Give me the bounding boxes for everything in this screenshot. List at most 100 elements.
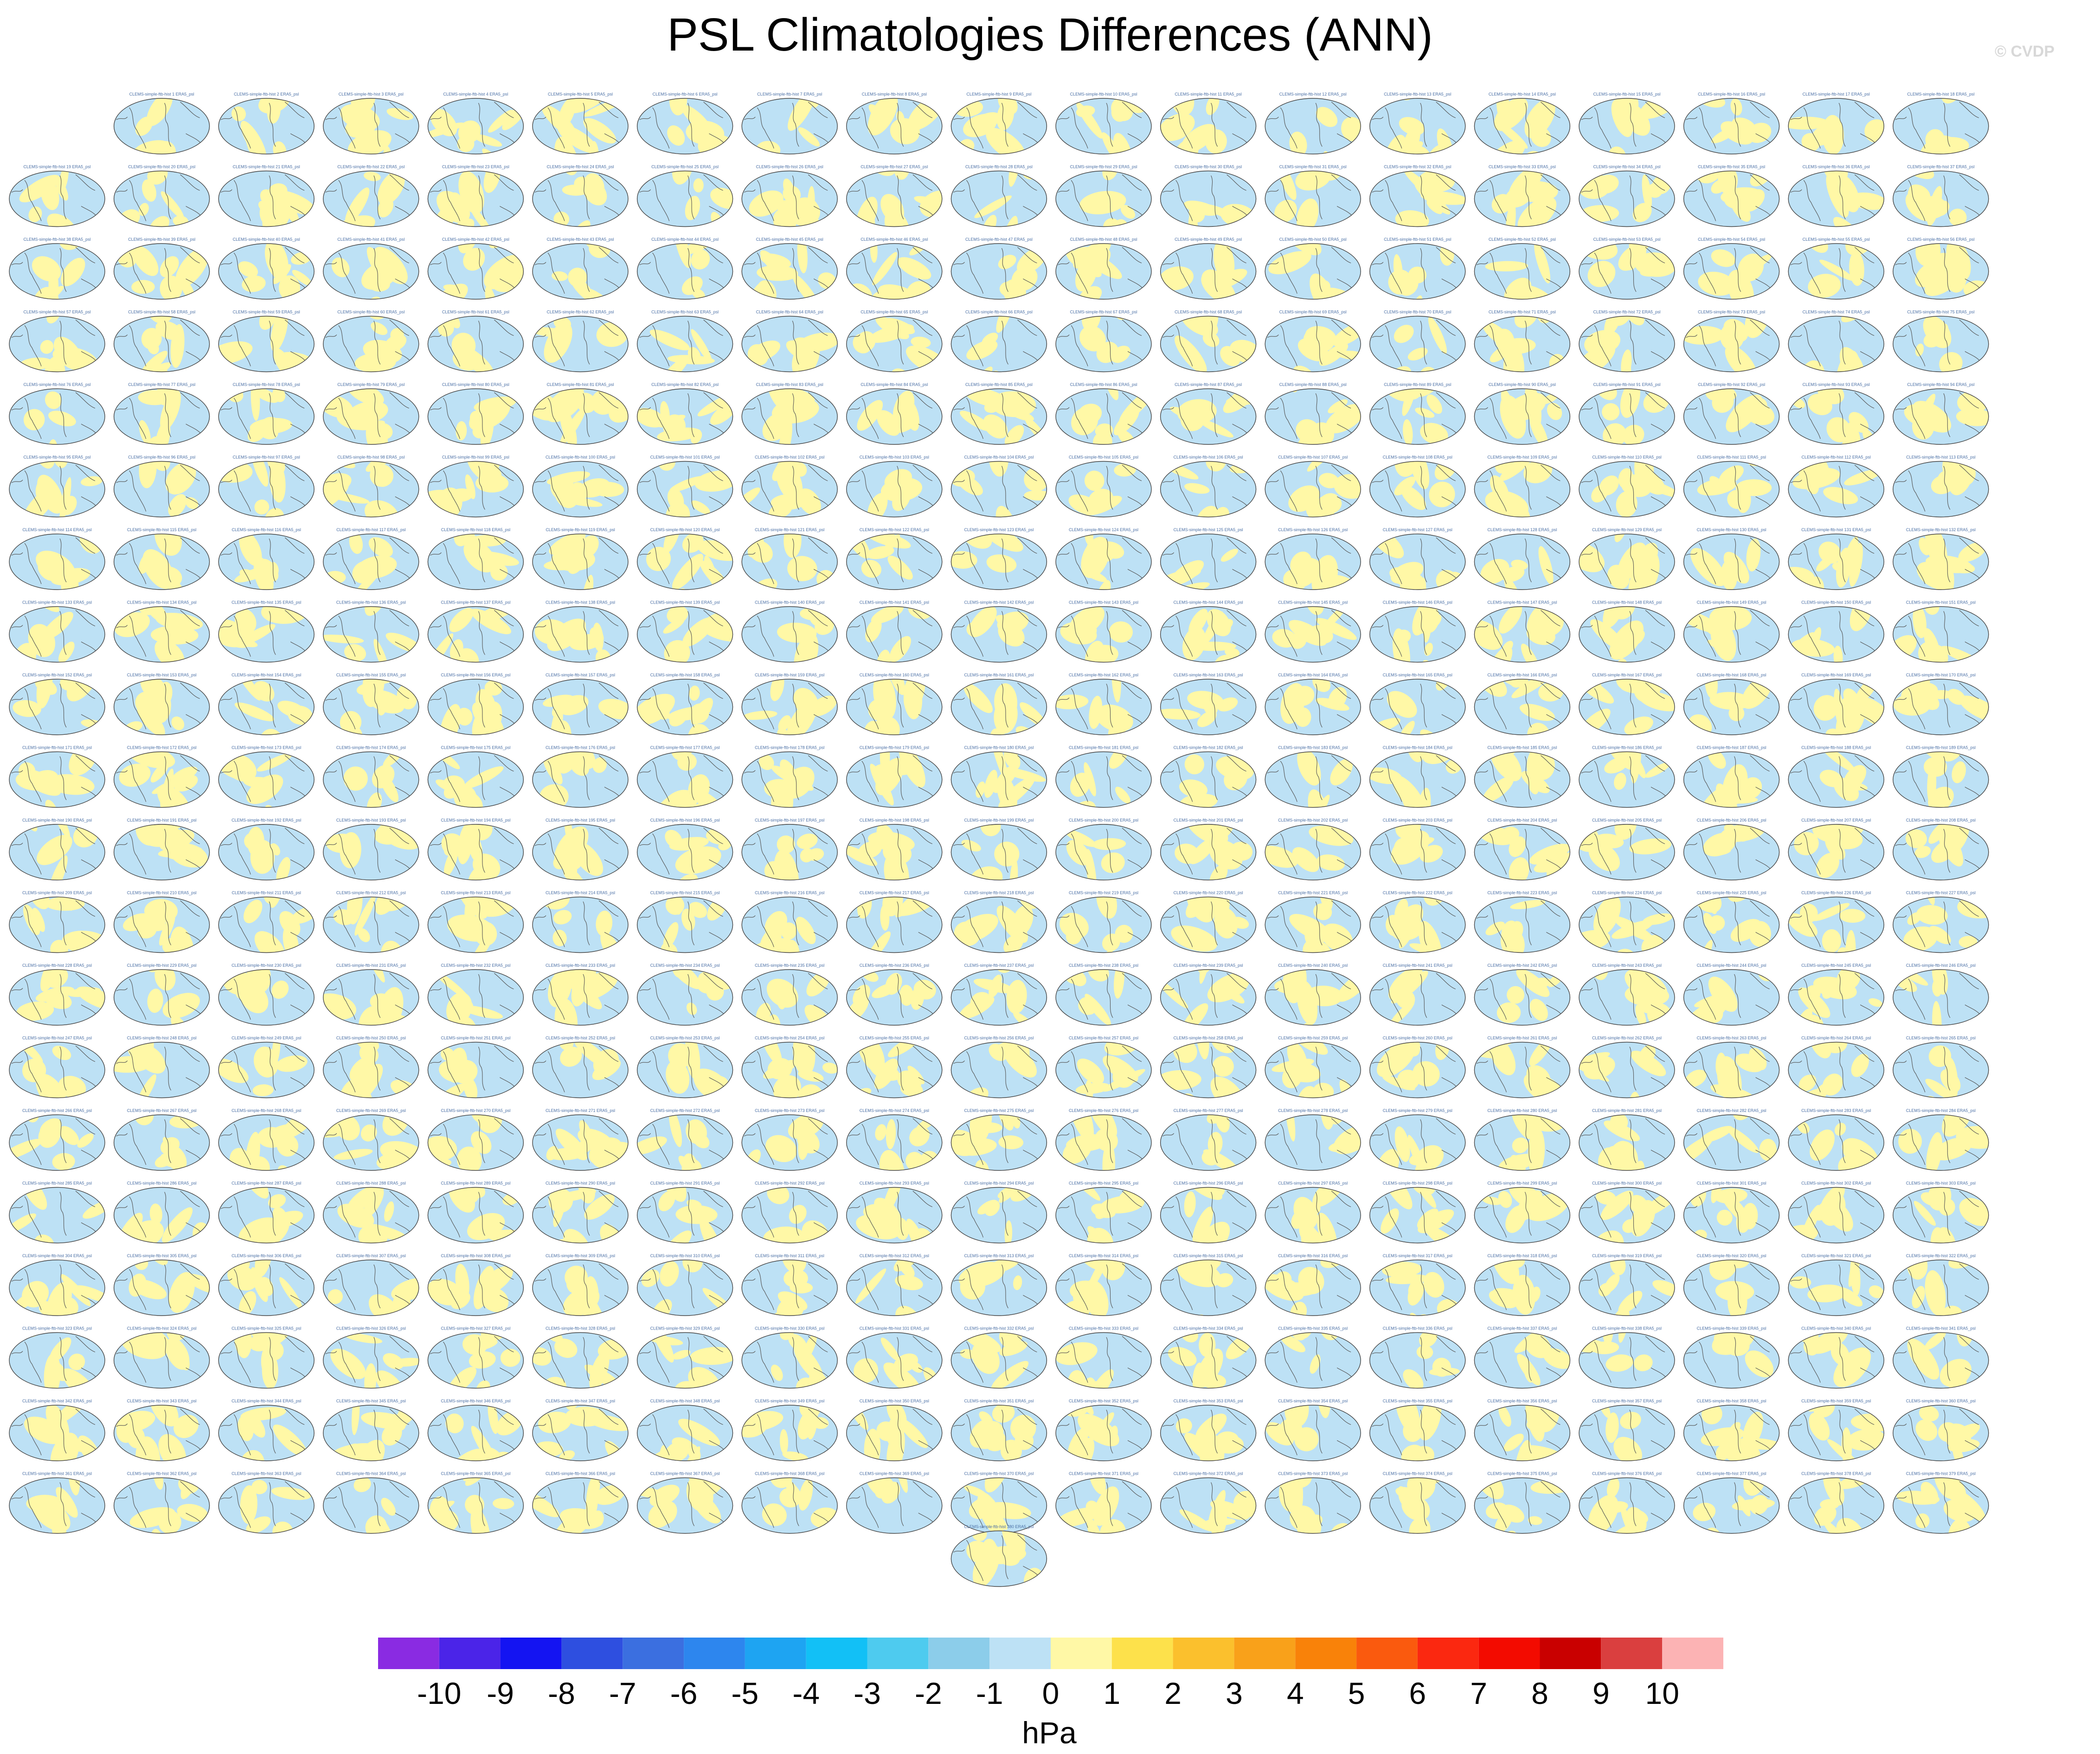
panel-caption: CLEMS-simple-ftb-hist 86 ERA5_psl [1070, 382, 1137, 387]
panel-caption: CLEMS-simple-ftb-hist 14 ERA5_psl [1489, 92, 1556, 96]
panel-caption: CLEMS-simple-ftb-hist 56 ERA5_psl [1907, 237, 1974, 242]
panel-caption: CLEMS-simple-ftb-hist 355 ERA5_psl [1383, 1399, 1452, 1403]
panel-caption: CLEMS-simple-ftb-hist 26 ERA5_psl [756, 165, 823, 169]
map-panel: CLEMS-simple-ftb-hist 314 ERA5_psl [1055, 1253, 1152, 1316]
panel-caption: CLEMS-simple-ftb-hist 327 ERA5_psl [441, 1326, 510, 1331]
map-panel: CLEMS-simple-ftb-hist 114 ERA5_psl [9, 527, 105, 590]
map-panel: CLEMS-simple-ftb-hist 285 ERA5_psl [9, 1181, 105, 1244]
panel-caption: CLEMS-simple-ftb-hist 281 ERA5_psl [1592, 1108, 1662, 1113]
panel-caption: CLEMS-simple-ftb-hist 219 ERA5_psl [1069, 891, 1138, 895]
panel-caption: CLEMS-simple-ftb-hist 264 ERA5_psl [1801, 1036, 1871, 1041]
panel-caption: CLEMS-simple-ftb-hist 266 ERA5_psl [22, 1108, 92, 1113]
panel-caption: CLEMS-simple-ftb-hist 76 ERA5_psl [23, 382, 90, 387]
map-panel: CLEMS-simple-ftb-hist 247 ERA5_psl [9, 1036, 105, 1099]
panel-caption: CLEMS-simple-ftb-hist 358 ERA5_psl [1697, 1399, 1766, 1403]
panel-caption: CLEMS-simple-ftb-hist 154 ERA5_psl [231, 673, 301, 677]
panel-caption: CLEMS-simple-ftb-hist 52 ERA5_psl [1489, 237, 1556, 242]
map-panel: CLEMS-simple-ftb-hist 295 ERA5_psl [1055, 1181, 1152, 1244]
map-panel: CLEMS-simple-ftb-hist 290 ERA5_psl [532, 1181, 629, 1244]
map-panel: CLEMS-simple-ftb-hist 317 ERA5_psl [1369, 1253, 1466, 1316]
panel-caption: CLEMS-simple-ftb-hist 372 ERA5_psl [1174, 1471, 1243, 1476]
map-panel: CLEMS-simple-ftb-hist 313 ERA5_psl [950, 1253, 1047, 1316]
panel-caption: CLEMS-simple-ftb-hist 374 ERA5_psl [1383, 1471, 1452, 1476]
panel-caption: CLEMS-simple-ftb-hist 55 ERA5_psl [1803, 237, 1870, 242]
map-panel: CLEMS-simple-ftb-hist 238 ERA5_psl [1055, 963, 1152, 1026]
map-panel: CLEMS-simple-ftb-hist 34 ERA5_psl [1579, 165, 1675, 227]
panel-caption: CLEMS-simple-ftb-hist 301 ERA5_psl [1697, 1181, 1766, 1186]
map-panel: CLEMS-simple-ftb-hist 296 ERA5_psl [1160, 1181, 1257, 1244]
panel-caption: CLEMS-simple-ftb-hist 287 ERA5_psl [231, 1181, 301, 1186]
map-panel: CLEMS-simple-ftb-hist 325 ERA5_psl [218, 1326, 315, 1389]
map-panel: CLEMS-simple-ftb-hist 161 ERA5_psl [950, 673, 1047, 735]
panel-caption: CLEMS-simple-ftb-hist 182 ERA5_psl [1174, 745, 1243, 750]
map-panel: CLEMS-simple-ftb-hist 353 ERA5_psl [1160, 1399, 1257, 1461]
colorbar-tick-label: -2 [915, 1676, 942, 1710]
panel-caption: CLEMS-simple-ftb-hist 133 ERA5_psl [22, 600, 92, 605]
colorbar-box [623, 1638, 684, 1669]
map-panel: CLEMS-simple-ftb-hist 350 ERA5_psl [846, 1399, 943, 1461]
map-panel: CLEMS-simple-ftb-hist 68 ERA5_psl [1160, 310, 1257, 373]
panel-caption: CLEMS-simple-ftb-hist 25 ERA5_psl [651, 165, 719, 169]
map-panel: CLEMS-simple-ftb-hist 319 ERA5_psl [1579, 1253, 1675, 1316]
panel-caption: CLEMS-simple-ftb-hist 286 ERA5_psl [127, 1181, 197, 1186]
colorbar-box [745, 1638, 806, 1669]
map-panel: CLEMS-simple-ftb-hist 65 ERA5_psl [846, 310, 943, 373]
panel-caption: CLEMS-simple-ftb-hist 103 ERA5_psl [860, 455, 929, 460]
map-panel: CLEMS-simple-ftb-hist 365 ERA5_psl [427, 1471, 524, 1534]
map-panel: CLEMS-simple-ftb-hist 352 ERA5_psl [1055, 1399, 1152, 1461]
panel-caption: CLEMS-simple-ftb-hist 367 ERA5_psl [650, 1471, 720, 1476]
panel-caption: CLEMS-simple-ftb-hist 363 ERA5_psl [231, 1471, 301, 1476]
colorbar-box [684, 1638, 745, 1669]
panel-caption: CLEMS-simple-ftb-hist 100 ERA5_psl [546, 455, 615, 460]
panel-caption: CLEMS-simple-ftb-hist 192 ERA5_psl [231, 818, 301, 822]
colorbar-tick-label: -6 [670, 1676, 698, 1710]
map-panel: CLEMS-simple-ftb-hist 304 ERA5_psl [9, 1253, 105, 1316]
map-panel: CLEMS-simple-ftb-hist 305 ERA5_psl [113, 1253, 210, 1316]
panel-caption: CLEMS-simple-ftb-hist 263 ERA5_psl [1697, 1036, 1766, 1041]
panel-caption: CLEMS-simple-ftb-hist 371 ERA5_psl [1069, 1471, 1138, 1476]
panel-caption: CLEMS-simple-ftb-hist 299 ERA5_psl [1487, 1181, 1557, 1186]
map-panel: CLEMS-simple-ftb-hist 355 ERA5_psl [1369, 1399, 1466, 1461]
panel-caption: CLEMS-simple-ftb-hist 296 ERA5_psl [1174, 1181, 1243, 1186]
panel-caption: CLEMS-simple-ftb-hist 198 ERA5_psl [860, 818, 929, 822]
panel-caption: CLEMS-simple-ftb-hist 158 ERA5_psl [650, 673, 720, 677]
panel-caption: CLEMS-simple-ftb-hist 168 ERA5_psl [1697, 673, 1766, 677]
panel-caption: CLEMS-simple-ftb-hist 36 ERA5_psl [1803, 165, 1870, 169]
map-panel: CLEMS-simple-ftb-hist 262 ERA5_psl [1579, 1036, 1675, 1099]
panel-caption: CLEMS-simple-ftb-hist 227 ERA5_psl [1906, 891, 1976, 895]
panel-caption: CLEMS-simple-ftb-hist 11 ERA5_psl [1175, 92, 1241, 96]
map-panel: CLEMS-simple-ftb-hist 21 ERA5_psl [218, 165, 315, 227]
panel-caption: CLEMS-simple-ftb-hist 165 ERA5_psl [1383, 673, 1452, 677]
map-panel: CLEMS-simple-ftb-hist 180 ERA5_psl [950, 745, 1047, 808]
panel-caption: CLEMS-simple-ftb-hist 6 ERA5_psl [653, 92, 718, 96]
panel-caption: CLEMS-simple-ftb-hist 122 ERA5_psl [860, 527, 929, 532]
panel-caption: CLEMS-simple-ftb-hist 109 ERA5_psl [1487, 455, 1557, 460]
panel-caption: CLEMS-simple-ftb-hist 343 ERA5_psl [127, 1399, 197, 1403]
panel-caption: CLEMS-simple-ftb-hist 245 ERA5_psl [1801, 963, 1871, 968]
panel-caption: CLEMS-simple-ftb-hist 169 ERA5_psl [1801, 673, 1871, 677]
panel-caption: CLEMS-simple-ftb-hist 275 ERA5_psl [964, 1108, 1034, 1113]
map-panel: CLEMS-simple-ftb-hist 265 ERA5_psl [1893, 1036, 1989, 1099]
map-panel: CLEMS-simple-ftb-hist 335 ERA5_psl [1265, 1326, 1361, 1389]
map-panel: CLEMS-simple-ftb-hist 172 ERA5_psl [113, 745, 210, 808]
panel-caption: CLEMS-simple-ftb-hist 337 ERA5_psl [1487, 1326, 1557, 1331]
map-panel: CLEMS-simple-ftb-hist 40 ERA5_psl [218, 237, 315, 300]
map-panel: CLEMS-simple-ftb-hist 190 ERA5_psl [9, 818, 105, 880]
map-panel: CLEMS-simple-ftb-hist 242 ERA5_psl [1474, 963, 1571, 1026]
panel-caption: CLEMS-simple-ftb-hist 336 ERA5_psl [1383, 1326, 1452, 1331]
map-panel: CLEMS-simple-ftb-hist 96 ERA5_psl [113, 455, 210, 518]
map-panel: CLEMS-simple-ftb-hist 221 ERA5_psl [1265, 891, 1361, 953]
panel-caption: CLEMS-simple-ftb-hist 234 ERA5_psl [650, 963, 720, 968]
panel-caption: CLEMS-simple-ftb-hist 294 ERA5_psl [964, 1181, 1034, 1186]
panel-caption: CLEMS-simple-ftb-hist 166 ERA5_psl [1487, 673, 1557, 677]
panel-caption: CLEMS-simple-ftb-hist 226 ERA5_psl [1801, 891, 1871, 895]
map-panel: CLEMS-simple-ftb-hist 60 ERA5_psl [323, 310, 419, 373]
map-panel: CLEMS-simple-ftb-hist 195 ERA5_psl [532, 818, 629, 880]
map-panel: CLEMS-simple-ftb-hist 218 ERA5_psl [950, 891, 1047, 953]
panel-caption: CLEMS-simple-ftb-hist 53 ERA5_psl [1593, 237, 1660, 242]
panel-caption: CLEMS-simple-ftb-hist 242 ERA5_psl [1487, 963, 1557, 968]
map-panel: CLEMS-simple-ftb-hist 148 ERA5_psl [1579, 600, 1675, 663]
map-panel: CLEMS-simple-ftb-hist 184 ERA5_psl [1369, 745, 1466, 808]
panel-caption: CLEMS-simple-ftb-hist 370 ERA5_psl [964, 1471, 1034, 1476]
panel-caption: CLEMS-simple-ftb-hist 238 ERA5_psl [1069, 963, 1138, 968]
